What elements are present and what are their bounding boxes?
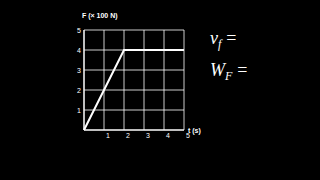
x-tick-label: 2 (126, 132, 130, 139)
force-line (84, 50, 184, 130)
plot-area (84, 50, 184, 130)
y-tick-label: 2 (77, 87, 81, 94)
x-tick-label: 3 (146, 132, 150, 139)
background (0, 0, 320, 180)
x-tick-label: 4 (166, 132, 170, 139)
y-axis-label: F (× 100 N) (82, 12, 118, 20)
y-axis (83, 30, 85, 130)
annotation-subscript: f (218, 37, 223, 51)
chart: 1234512345F (× 100 N)t (s)vf=WF= (0, 0, 320, 180)
annotation-equals: = (237, 60, 247, 80)
grid-line-x (184, 30, 185, 130)
grid-line-y (84, 90, 184, 91)
annotation-main: v (210, 28, 218, 48)
annotation-subscript: F (224, 69, 233, 83)
annotation: WF= (210, 60, 248, 83)
x-axis (84, 129, 184, 131)
y-tick-label: 1 (77, 107, 81, 114)
y-tick-label: 3 (77, 67, 81, 74)
grid-line-x (124, 30, 125, 130)
y-tick-label: 4 (77, 47, 81, 54)
grid-line-y (84, 110, 184, 111)
x-tick-label: 1 (106, 132, 110, 139)
grid-line-x (144, 30, 145, 130)
grid-line-x (164, 30, 165, 130)
root: 1234512345F (× 100 N)t (s)vf=WF= (0, 0, 320, 180)
annotation: vf= (210, 28, 237, 51)
grid-line-y (84, 70, 184, 71)
y-tick-label: 5 (77, 27, 81, 34)
grid-line-y (84, 30, 184, 31)
grid-line-x (104, 30, 105, 130)
annotation-equals: = (226, 28, 236, 48)
x-axis-label: t (s) (188, 127, 201, 135)
